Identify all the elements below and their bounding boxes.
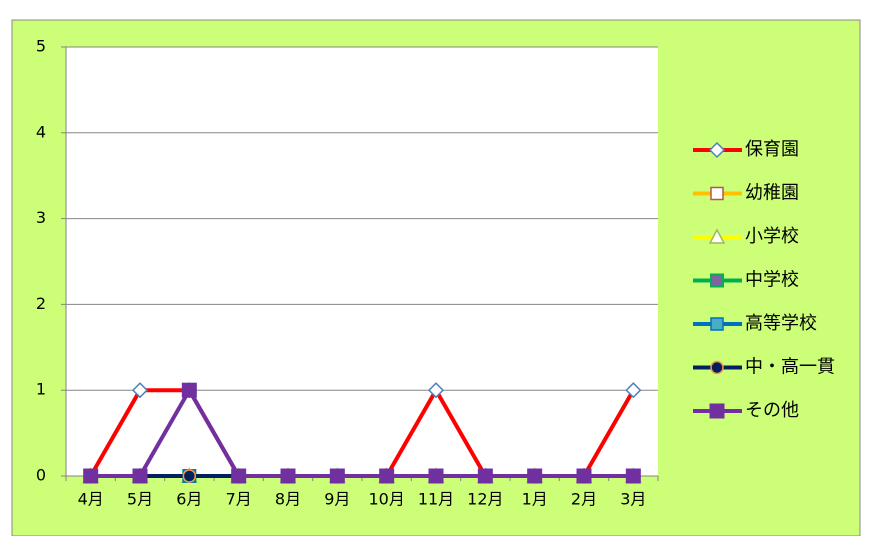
- data-point: [427, 382, 445, 399]
- data-point: [132, 468, 148, 484]
- data-point: [527, 468, 543, 484]
- y-tick-label: 1: [36, 380, 46, 399]
- legend-label: 小学校: [745, 226, 799, 247]
- legend-marker: [708, 228, 726, 244]
- plot-area: [66, 47, 658, 476]
- data-point: [329, 468, 345, 484]
- legend-marker: [710, 360, 724, 375]
- x-tick-label: 11月: [418, 490, 454, 509]
- data-point: [131, 382, 149, 399]
- series-line: [90, 388, 634, 478]
- data-point: [379, 468, 395, 484]
- legend-label: 中・高一貫: [745, 357, 835, 378]
- data-point: [231, 468, 247, 484]
- data-point: [625, 468, 641, 484]
- legend-marker: [710, 273, 724, 288]
- x-tick-label: 5月: [127, 490, 153, 509]
- x-tick-label: 1月: [522, 490, 548, 509]
- data-point: [576, 468, 592, 484]
- x-tick-label: 6月: [176, 490, 202, 509]
- y-tick-label: 2: [36, 294, 46, 313]
- x-tick-label: 12月: [467, 490, 503, 509]
- data-point: [280, 468, 296, 484]
- data-point: [182, 469, 197, 483]
- data-point: [477, 468, 493, 484]
- data-point: [181, 382, 197, 398]
- y-tick-label: 4: [36, 122, 46, 141]
- legend-marker: [710, 186, 724, 201]
- legend-label: 高等学校: [745, 313, 817, 334]
- data-point: [428, 468, 444, 484]
- data-point: [83, 468, 99, 484]
- x-tick-label: 4月: [78, 490, 104, 509]
- y-tick-label: 3: [36, 208, 46, 227]
- legend-marker: [710, 317, 724, 331]
- legend-label: 幼稚園: [745, 183, 799, 204]
- x-tick-label: 9月: [324, 490, 350, 509]
- legend-marker: [708, 141, 726, 159]
- data-point: [625, 382, 642, 399]
- x-tick-label: 8月: [275, 490, 301, 509]
- legend-marker: [709, 403, 725, 419]
- legend-label: その他: [745, 400, 799, 421]
- y-tick-label: 0: [36, 466, 46, 485]
- y-tick-label: 5: [36, 37, 46, 56]
- x-tick-label: 2月: [571, 490, 597, 509]
- x-tick-label: 3月: [620, 490, 646, 509]
- legend-label: 中学校: [745, 270, 799, 291]
- x-tick-label: 7月: [226, 490, 252, 509]
- legend-label: 保育園: [745, 139, 799, 160]
- x-tick-label: 10月: [368, 490, 404, 509]
